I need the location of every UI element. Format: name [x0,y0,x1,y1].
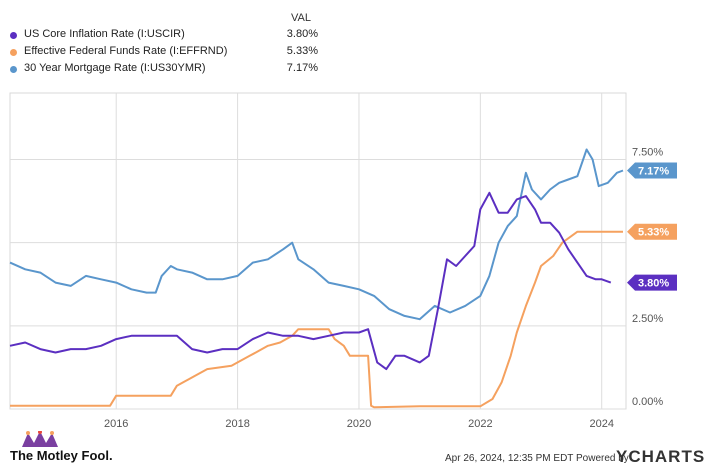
series-fed-funds-line [10,230,623,409]
x-tick-label: 2024 [589,418,613,430]
series-core-inflation-line [9,191,612,371]
y-tick-label: 7.50% [632,147,663,159]
legend-value: 7.17% [286,62,318,74]
x-tick-label: 2022 [468,418,492,430]
legend-marker-fed-funds [10,49,17,56]
plot-area [9,92,627,410]
legend-label: Effective Federal Funds Rate (I:EFFRND) [24,45,228,57]
legend-marker-mortgage [10,66,17,73]
svg-text:7.17%: 7.17% [638,166,669,178]
line-chart: 2016 2018 2020 2022 2024 0.00% 2.50% 7.50% 3.80%… [9,92,677,430]
series-mortgage-end-label: 7.17% [627,162,677,179]
series-mortgage-line [9,148,624,321]
svg-text:5.33%: 5.33% [638,227,669,239]
series-core-inflation-end-label: 3.80% [627,274,677,291]
timestamp: Apr 26, 2024, 12:35 PM EDT Powered by [445,453,629,464]
ycharts-logo: YCHARTS [616,447,706,466]
legend-value: 3.80% [286,28,318,40]
legend-item-fed-funds[interactable]: Effective Federal Funds Rate (I:EFFRND) … [8,45,328,61]
x-tick-label: 2020 [347,418,371,430]
legend-item-mortgage[interactable]: 30 Year Mortgage Rate (I:US30YMR) 7.17% [8,62,328,78]
legend-label: US Core Inflation Rate (I:USCIR) [24,28,185,40]
jester-hat-icon [22,431,58,447]
y-tick-label: 0.00% [632,396,663,408]
series-fed-funds-end-label: 5.33% [627,223,677,240]
legend-label: 30 Year Mortgage Rate (I:US30YMR) [24,62,206,74]
legend-item-core-inflation[interactable]: US Core Inflation Rate (I:USCIR) 3.80% [8,28,328,44]
svg-text:3.80%: 3.80% [638,278,669,290]
legend-marker-core-inflation [10,32,17,39]
legend-value: 5.33% [286,45,318,57]
x-tick-label: 2018 [225,418,249,430]
motley-fool-logo: The Motley Fool. [10,448,113,463]
y-tick-label: 2.50% [632,313,663,325]
x-tick-label: 2016 [104,418,128,430]
legend-header: VAL [291,12,311,24]
footer: The Motley Fool. Apr 26, 2024, 12:35 PM … [0,431,720,473]
